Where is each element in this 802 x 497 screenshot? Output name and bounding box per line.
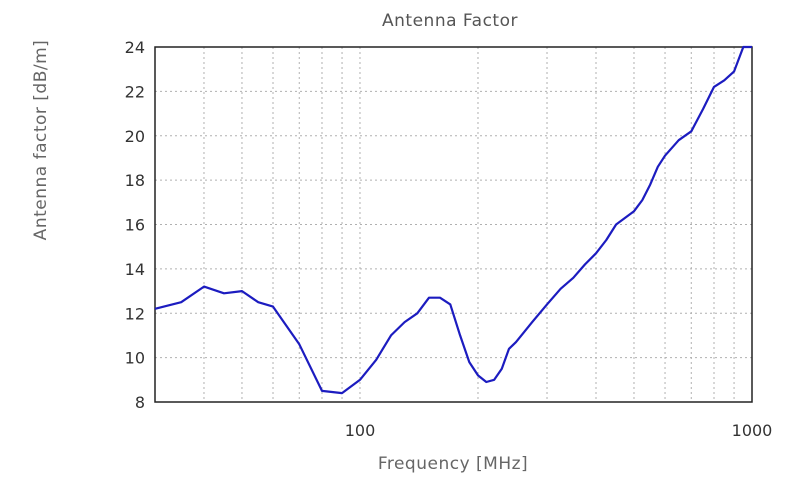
y-tick-label: 24 — [125, 38, 145, 57]
y-tick-label: 12 — [125, 304, 145, 323]
x-tick-label: 100 — [345, 421, 376, 440]
chart-title: Antenna Factor — [382, 11, 518, 31]
y-tick-label: 16 — [125, 216, 145, 235]
series-line-antenna-factor — [154, 45, 752, 395]
y-tick-label: 10 — [125, 349, 145, 368]
y-tick-label: 22 — [125, 82, 145, 101]
y-tick-label: 18 — [125, 171, 145, 190]
plot-frame — [154, 46, 753, 403]
y-axis-ticks: 8 10 12 14 16 18 20 22 24 — [125, 38, 145, 412]
grid — [155, 47, 752, 402]
y-tick-label: 8 — [135, 393, 145, 412]
x-axis-ticks: 100 1000 — [345, 421, 773, 440]
x-axis-label: Frequency [MHz] — [378, 454, 528, 474]
x-tick-label: 1000 — [732, 421, 773, 440]
y-tick-label: 20 — [125, 127, 145, 146]
y-axis-label: Antenna factor [dB/m] — [31, 40, 51, 241]
y-tick-label: 14 — [125, 260, 145, 279]
